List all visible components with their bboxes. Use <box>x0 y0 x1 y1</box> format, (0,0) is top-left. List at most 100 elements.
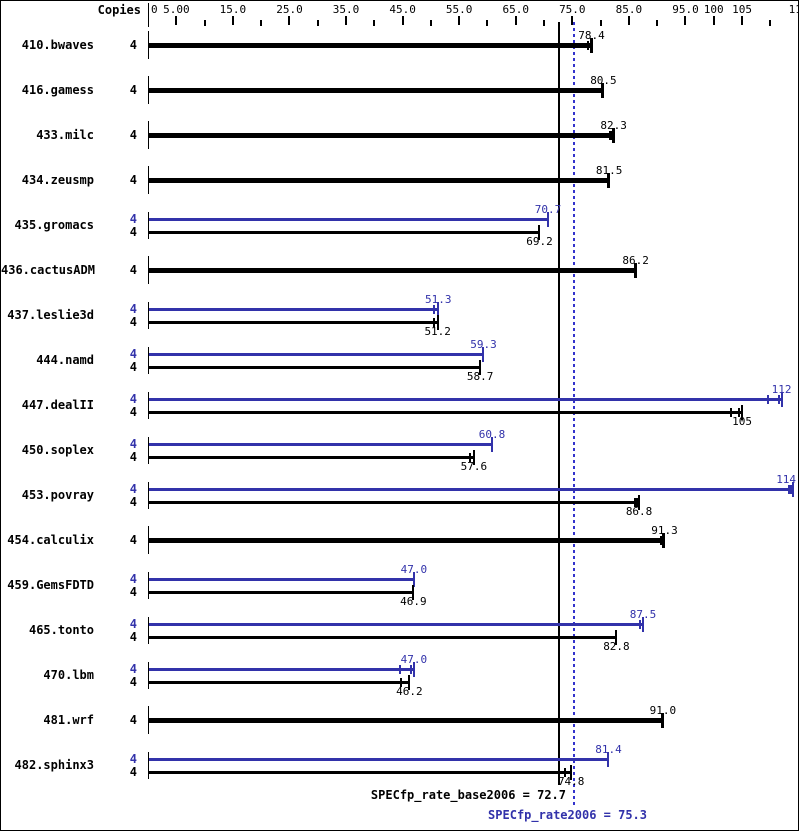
axis-baseline <box>148 3 149 27</box>
benchmark-label: 434.zeusmp <box>21 173 94 187</box>
bar-value-label: 91.3 <box>651 524 678 537</box>
bar-error-tick <box>468 453 471 462</box>
bar-end-cap <box>740 405 743 420</box>
row-axis-stub <box>148 121 149 149</box>
bar-peak <box>149 443 492 446</box>
bar-value-label: 69.2 <box>526 235 553 248</box>
bar-end-cap <box>601 83 605 98</box>
bar-error-tick <box>777 395 780 404</box>
bar-value-label: 46.9 <box>400 595 427 608</box>
copies-count: 4 <box>129 347 137 361</box>
axis-major-tick <box>740 16 743 25</box>
bar-end-cap <box>482 347 485 362</box>
axis-tick-label: 55.0 <box>445 3 473 16</box>
copies-count: 4 <box>129 617 137 631</box>
axis-tick-label: 105 <box>732 3 752 16</box>
copies-count: 4 <box>129 225 137 239</box>
row-axis-stub <box>148 212 149 239</box>
copies-count: 4 <box>129 128 137 142</box>
benchmark-label: 465.tonto <box>28 623 94 637</box>
row-axis-stub <box>148 617 149 644</box>
bar-end-cap <box>660 713 664 728</box>
axis-tick-label: 25.0 <box>276 3 303 16</box>
row-axis-stub <box>148 752 149 779</box>
bar-basepeak <box>149 268 636 273</box>
bar-basepeak <box>149 178 610 183</box>
bar-basepeak <box>149 88 604 93</box>
axis-tick-label: 115 <box>788 3 798 16</box>
bar-base <box>149 681 410 684</box>
copies-count: 4 <box>129 630 137 644</box>
bar-base <box>149 636 617 639</box>
axis-major-tick <box>288 16 291 25</box>
bar-value-label: 47.0 <box>400 653 428 666</box>
copies-count: 4 <box>129 437 137 451</box>
copies-count: 4 <box>129 765 137 779</box>
bar-peak <box>149 218 548 221</box>
benchmark-label: 435.gromacs <box>14 218 94 232</box>
copies-count: 4 <box>129 675 137 689</box>
bar-error-tick <box>398 665 401 674</box>
bar-base <box>149 591 414 594</box>
bar-error-tick <box>608 131 611 140</box>
row-axis-stub <box>148 302 149 329</box>
bar-basepeak <box>149 43 592 48</box>
axis-major-tick <box>458 16 461 25</box>
bar-error-tick <box>636 498 639 507</box>
bar-value-label: 81.5 <box>595 164 623 177</box>
bar-peak <box>149 353 484 356</box>
axis-tick-label: 35.0 <box>332 3 360 16</box>
bar-error-tick <box>433 305 436 314</box>
bar-value-label: 51.2 <box>424 325 451 338</box>
benchmark-label: 453.povray <box>21 488 94 502</box>
row-axis-stub <box>148 347 149 374</box>
bar-base <box>149 321 438 324</box>
benchmark-label: 444.namd <box>36 353 94 367</box>
bar-value-label: 112 <box>771 383 792 396</box>
bar-basepeak <box>149 718 663 723</box>
copies-count: 4 <box>129 173 137 187</box>
copies-count: 4 <box>129 482 137 496</box>
bar-end-cap <box>615 630 618 645</box>
bar-end-cap <box>607 752 610 767</box>
benchmark-label: 447.dealII <box>21 398 94 412</box>
copies-count: 4 <box>129 302 137 316</box>
bar-end-cap <box>412 585 415 600</box>
bar-end-cap <box>791 482 794 497</box>
bar-end-cap <box>479 360 482 375</box>
bar-value-label: 59.3 <box>470 338 497 351</box>
bar-basepeak <box>149 538 665 543</box>
bar-error-tick <box>638 620 641 629</box>
copies-count: 4 <box>129 392 137 406</box>
bar-error-tick <box>729 408 732 417</box>
row-axis-stub <box>148 166 149 194</box>
bar-end-cap <box>611 128 615 143</box>
axis-tick-label: 100 <box>703 3 724 16</box>
benchmark-label: 436.cactusADM <box>1 263 95 277</box>
bar-end-cap <box>780 392 783 407</box>
copies-count: 4 <box>129 533 137 547</box>
row-axis-stub <box>148 76 149 104</box>
bar-base <box>149 366 481 369</box>
bar-basepeak <box>149 133 614 138</box>
copies-count: 4 <box>129 405 137 419</box>
bar-value-label: 47.0 <box>400 563 428 576</box>
bar-value-label: 86.2 <box>622 254 649 267</box>
bar-error-tick <box>409 665 412 674</box>
axis-major-tick <box>344 16 347 25</box>
summary-peak-score: SPECfp_rate2006 = 75.3 <box>488 808 647 822</box>
bar-error-tick <box>564 768 567 777</box>
bar-value-label: 105 <box>732 415 752 428</box>
bar-value-label: 70.7 <box>534 203 562 216</box>
benchmark-label: 433.milc <box>36 128 94 142</box>
bar-value-label: 60.8 <box>478 428 506 441</box>
axis-tick-label: 45.0 <box>389 3 416 16</box>
bar-error-tick <box>787 485 790 494</box>
benchmark-label: 459.GemsFDTD <box>7 578 94 592</box>
bar-base <box>149 231 540 234</box>
copies-count: 4 <box>129 713 137 727</box>
bar-error-tick <box>400 678 403 687</box>
axis-tick-label: 15.0 <box>219 3 247 16</box>
row-axis-stub <box>148 662 149 689</box>
bar-value-label: 51.3 <box>425 293 452 306</box>
